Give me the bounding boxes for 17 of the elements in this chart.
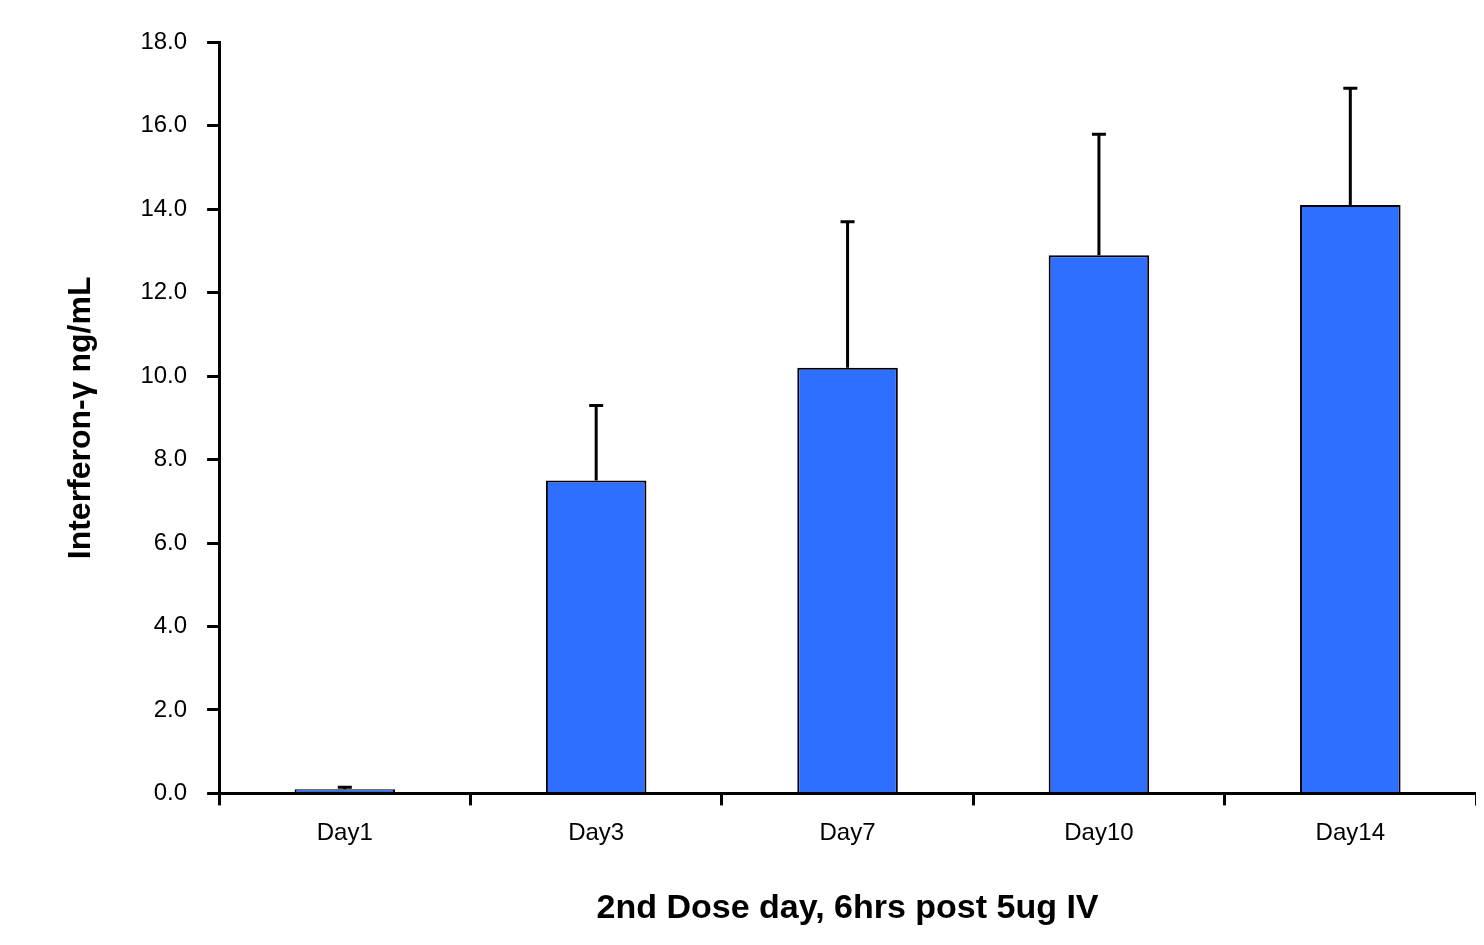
x-tick-label: Day3	[568, 818, 625, 846]
x-tick-label: Day10	[1064, 818, 1134, 846]
y-tick-label: 14.0	[140, 193, 188, 221]
y-tick-label: 16.0	[140, 110, 188, 138]
y-tick-label: 6.0	[153, 527, 188, 555]
x-tick-label: Day7	[819, 818, 876, 846]
y-tick-label: 4.0	[153, 611, 188, 639]
y-tick-label: 10.0	[140, 360, 188, 388]
x-tick-label: Day14	[1315, 818, 1385, 846]
y-tick-label: 12.0	[140, 277, 188, 305]
y-tick-label: 2.0	[153, 694, 188, 722]
y-tick-label: 0.0	[153, 778, 188, 806]
y-tick-label: 18.0	[140, 27, 188, 55]
y-tick-label: 8.0	[153, 444, 188, 472]
y-axis-title: Interferon-γ ng/mL	[61, 276, 98, 560]
x-axis-title: 2nd Dose day, 6hrs post 5ug IV	[596, 886, 1099, 925]
x-tick-label: Day1	[316, 818, 373, 846]
